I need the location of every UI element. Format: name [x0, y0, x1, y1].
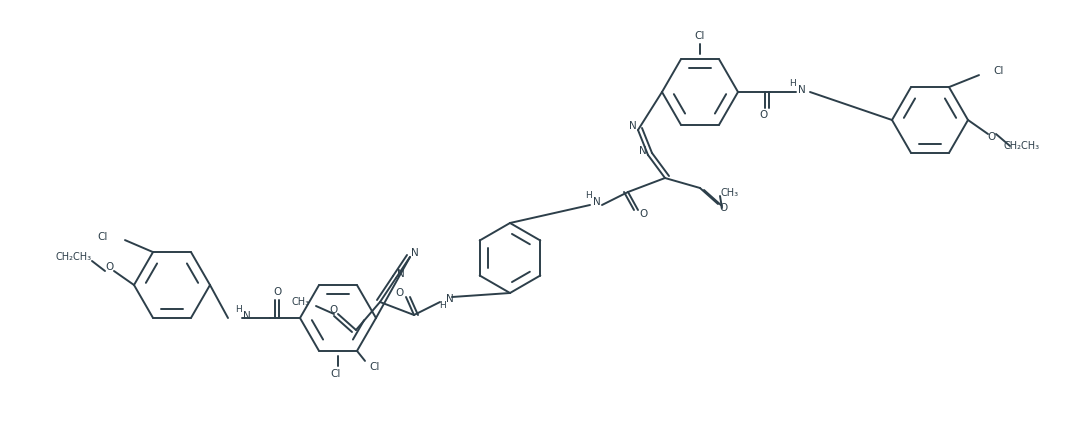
Text: H: H	[790, 78, 796, 88]
Text: O: O	[396, 288, 405, 298]
Text: N: N	[798, 85, 806, 95]
Text: N: N	[639, 146, 647, 156]
Text: Cl: Cl	[994, 66, 1005, 76]
Text: CH₂CH₃: CH₂CH₃	[1003, 141, 1040, 151]
Text: Cl: Cl	[331, 369, 341, 379]
Text: CH₃: CH₃	[292, 297, 310, 307]
Text: N: N	[629, 121, 637, 131]
Text: H: H	[586, 191, 592, 201]
Text: H: H	[234, 306, 242, 314]
Text: O: O	[759, 110, 767, 120]
Text: CH₃: CH₃	[721, 188, 739, 198]
Text: CH₂CH₃: CH₂CH₃	[56, 252, 92, 262]
Text: Cl: Cl	[98, 232, 108, 242]
Text: O: O	[105, 262, 113, 272]
Text: O: O	[719, 203, 727, 213]
Text: N: N	[411, 248, 419, 258]
Text: N: N	[446, 294, 454, 304]
Text: O: O	[273, 287, 282, 297]
Text: N: N	[243, 311, 251, 321]
Text: H: H	[439, 300, 446, 310]
Text: O: O	[639, 209, 647, 219]
Text: Cl: Cl	[370, 362, 380, 372]
Text: N: N	[397, 269, 405, 279]
Text: O: O	[329, 305, 337, 315]
Text: O: O	[988, 132, 996, 142]
Text: Cl: Cl	[695, 31, 706, 41]
Text: N: N	[593, 197, 601, 207]
